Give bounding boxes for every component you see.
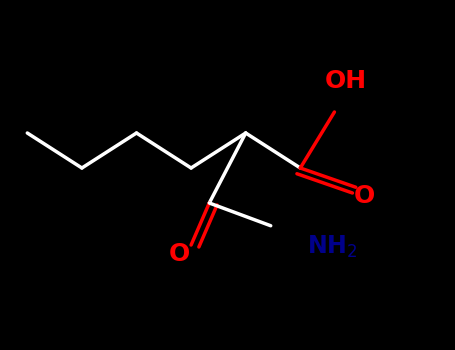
Text: O: O [169,242,190,266]
Text: OH: OH [325,69,367,92]
Text: NH$_2$: NH$_2$ [307,234,357,260]
Text: O: O [354,184,374,208]
